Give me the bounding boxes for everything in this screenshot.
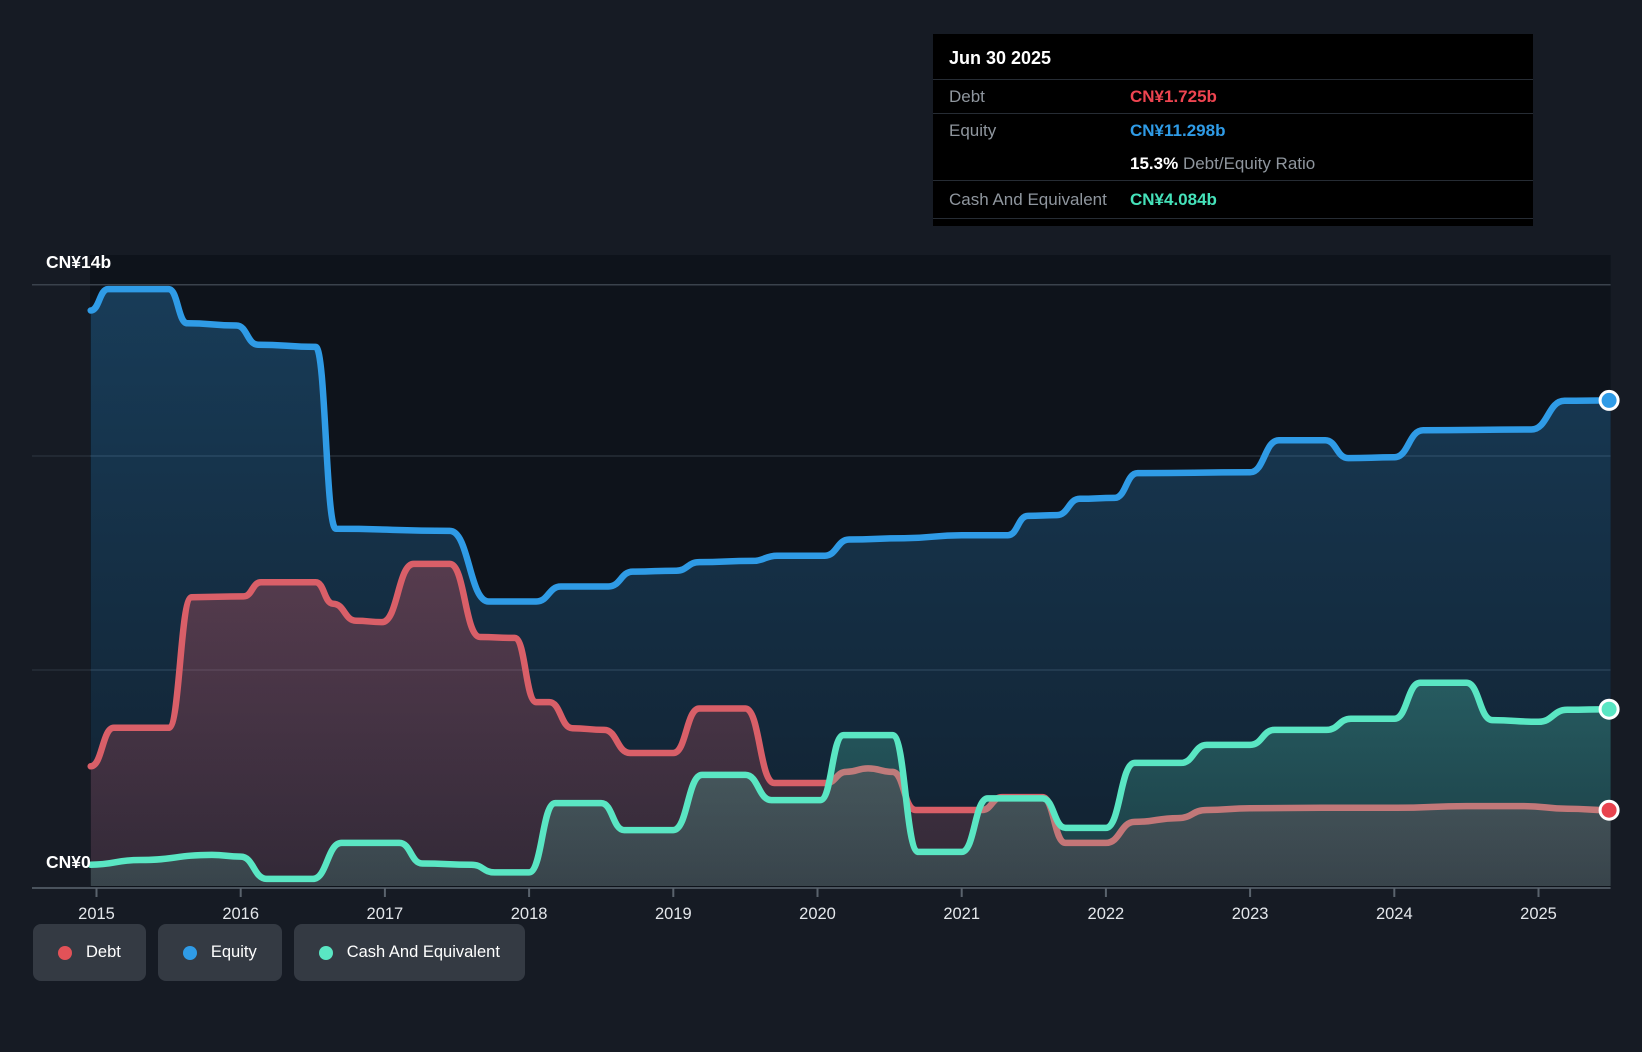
- legend-chip-cash[interactable]: Cash And Equivalent: [293, 924, 525, 981]
- debt-endpoint-marker[interactable]: [1598, 799, 1620, 821]
- x-axis-year-label: 2021: [943, 905, 980, 923]
- x-axis-year-label: 2023: [1232, 905, 1269, 923]
- legend-chip-equity[interactable]: Equity: [157, 924, 282, 981]
- x-axis-year-label: 2015: [78, 905, 115, 923]
- debt-dot-icon: [58, 945, 72, 960]
- legend-debt-label: Debt: [86, 943, 121, 961]
- tooltip-row-ratio: 15.3% Debt/Equity Ratio: [933, 147, 1533, 181]
- x-axis-year-label: 2020: [799, 905, 836, 923]
- tooltip-equity-label: Equity: [949, 121, 997, 140]
- tooltip-date: Jun 30 2025: [933, 34, 1533, 80]
- x-axis-year-label: 2016: [222, 905, 259, 923]
- tooltip-debt-value: CN¥1.725b: [1130, 87, 1217, 106]
- x-axis-year-label: 2019: [655, 905, 692, 923]
- tooltip-equity-value: CN¥11.298b: [1130, 121, 1226, 140]
- equity-line: [87, 285, 1614, 605]
- cash-line: [87, 679, 1614, 883]
- chart-tooltip: Jun 30 2025 Debt CN¥1.725b Equity CN¥11.…: [933, 34, 1533, 226]
- cash-area: [90, 682, 1611, 886]
- x-axis-year-label: 2018: [511, 905, 548, 923]
- chart-legend: Debt Equity Cash And Equivalent: [33, 924, 525, 981]
- cash-endpoint-marker[interactable]: [1598, 698, 1620, 720]
- legend-cash-label: Cash And Equivalent: [346, 943, 500, 961]
- tooltip-row-cash: Cash And Equivalent CN¥4.084b: [933, 181, 1533, 219]
- tooltip-debt-label: Debt: [949, 87, 985, 106]
- tooltip-ratio-label: Debt/Equity Ratio: [1182, 154, 1316, 173]
- debt-area: [90, 563, 1611, 886]
- y-axis-zero-label: CN¥0: [46, 852, 91, 872]
- tooltip-ratio: 15.3% Debt/Equity Ratio: [1130, 147, 1315, 180]
- equity-dot-icon: [182, 945, 197, 960]
- cash-dot-icon: [318, 945, 333, 960]
- x-axis-year-label: 2017: [367, 905, 404, 923]
- tooltip-row-debt: Debt CN¥1.725b: [933, 80, 1533, 114]
- tooltip-cash-value: CN¥4.084b: [1130, 190, 1217, 209]
- tooltip-cash-label: Cash And Equivalent: [949, 190, 1107, 209]
- x-axis-year-label: 2025: [1520, 905, 1557, 923]
- x-axis-year-label: 2024: [1376, 905, 1413, 923]
- tooltip-bottom-padding: [933, 219, 1533, 226]
- tooltip-row-equity: Equity CN¥11.298b: [933, 114, 1533, 147]
- legend-chip-debt[interactable]: Debt: [33, 924, 146, 981]
- tooltip-ratio-value: 15.3%: [1130, 154, 1179, 173]
- x-axis-year-label: 2022: [1088, 905, 1125, 923]
- legend-equity-label: Equity: [210, 943, 257, 961]
- equity-endpoint-marker[interactable]: [1598, 389, 1620, 411]
- y-axis-max-label: CN¥14b: [46, 252, 111, 272]
